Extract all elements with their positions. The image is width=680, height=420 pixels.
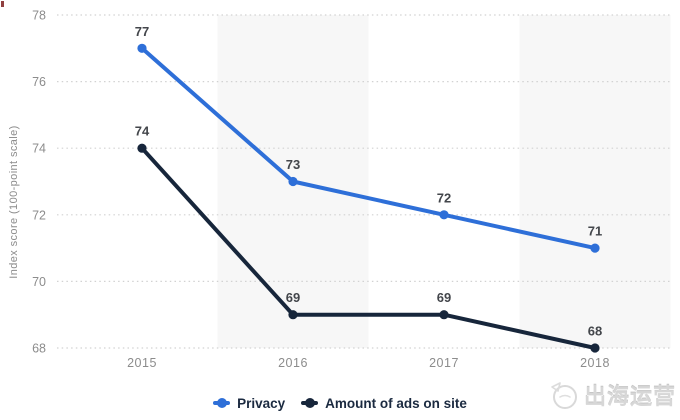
x-tick-label: 2015 — [127, 356, 157, 370]
watermark: 出海运营 — [548, 378, 676, 412]
privacy-line-marker-icon — [213, 398, 231, 408]
x-tick-label: 2017 — [429, 356, 459, 370]
series-line — [140, 46, 597, 251]
data-label: 77 — [135, 24, 149, 39]
y-tick-label: 68 — [32, 342, 46, 356]
chart-legend: Privacy Amount of ads on site — [0, 393, 680, 413]
data-label: 73 — [286, 157, 300, 172]
plot-band — [519, 15, 671, 348]
data-point — [137, 143, 147, 153]
y-tick-label: 74 — [32, 142, 46, 156]
data-point — [590, 243, 600, 253]
data-label: 68 — [588, 324, 602, 339]
watermark-text: 出海运营 — [583, 384, 676, 409]
x-tick-label: 2018 — [580, 356, 610, 370]
legend-label-privacy: Privacy — [237, 395, 286, 411]
data-point — [439, 310, 449, 320]
data-point — [590, 343, 600, 353]
legend-item-ads[interactable]: Amount of ads on site — [301, 396, 467, 411]
legend-dot — [217, 398, 228, 408]
data-label: 74 — [135, 124, 150, 139]
sketch-circle-plane-icon — [551, 382, 577, 409]
ads-line-marker-icon — [301, 398, 319, 408]
corner-artifact — [1, 1, 4, 7]
y-tick-label: 72 — [32, 208, 46, 222]
data-point — [288, 310, 298, 320]
data-point — [288, 176, 298, 187]
data-label: 69 — [437, 290, 451, 305]
x-tick-label: 2016 — [278, 356, 308, 370]
data-label: 71 — [588, 224, 602, 239]
data-label: 72 — [437, 190, 451, 205]
y-tick-label: 78 — [32, 9, 46, 23]
data-label: 69 — [286, 290, 300, 305]
y-tick-label: 76 — [32, 75, 46, 89]
series-line — [140, 146, 597, 350]
legend-dot — [305, 398, 316, 408]
data-point — [439, 210, 449, 220]
legend-label-ads: Amount of ads on site — [325, 395, 467, 411]
y-tick-label: 70 — [32, 275, 46, 289]
data-point — [137, 43, 147, 53]
legend-item-privacy[interactable]: Privacy — [213, 396, 285, 411]
